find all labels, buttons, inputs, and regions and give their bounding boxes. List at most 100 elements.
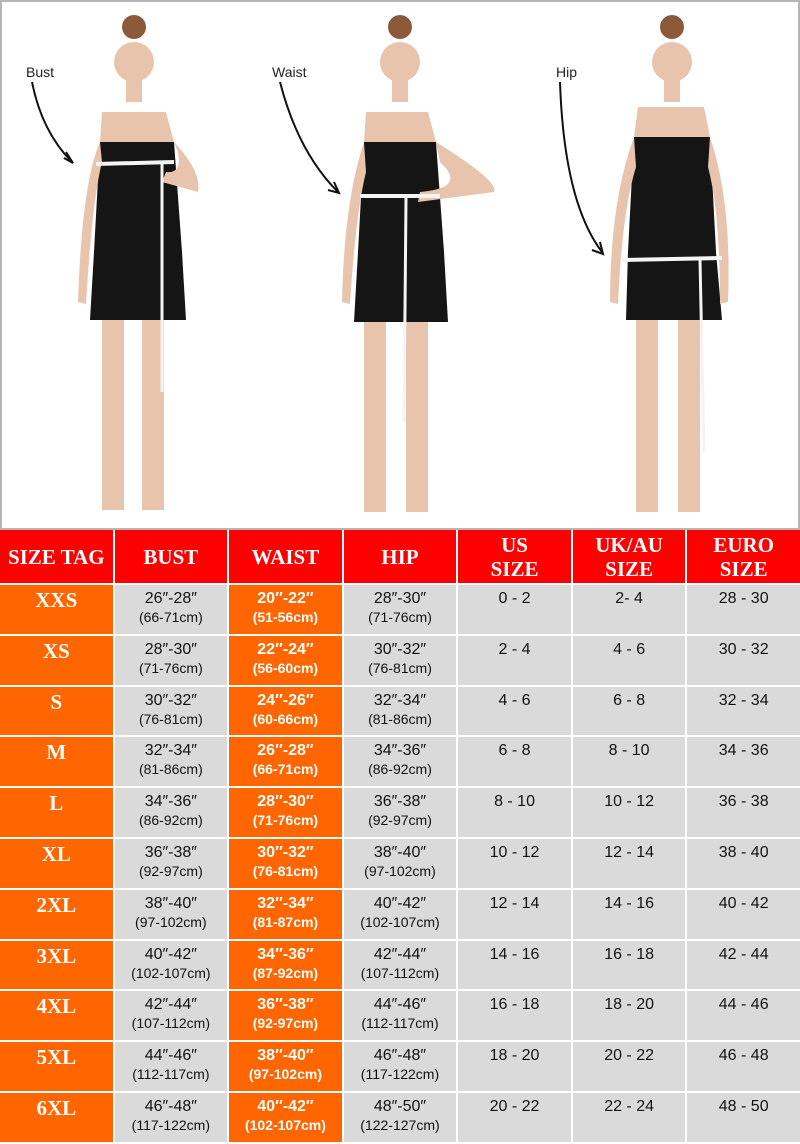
waist-cell: 22″-24″ (56-60cm)	[229, 635, 342, 687]
us-size-cell: 0 - 2	[458, 585, 571, 636]
bust-cell-cm: (81-86cm)	[138, 761, 203, 778]
waist-cell: 36″-38″ (92-97cm)	[229, 991, 342, 1043]
bust-cell-cm: (112-117cm)	[132, 1066, 210, 1083]
waist-cell-value: 28″-30″	[257, 793, 314, 811]
figure-waist: Waist	[268, 2, 534, 528]
hip-cell-cm: (76-81cm)	[368, 659, 432, 676]
us-size-cell-value: 14 - 16	[489, 945, 540, 963]
table-row: S 30″-32″ (76-81cm) 24″-26″ (60-66cm) 32″-34″…	[0, 686, 800, 738]
euro-size-cell: 32 - 34	[687, 686, 800, 738]
euro-size-cell-value: 38 - 40	[718, 843, 769, 861]
us-size-cell-value: 20 - 22	[489, 1097, 540, 1115]
waist-cell: 24″-26″ (60-66cm)	[229, 686, 342, 738]
us-size-cell: 4 - 6	[458, 686, 571, 738]
waist-cell-cm: (60-66cm)	[252, 710, 319, 727]
uk-size-cell: 12 - 14	[572, 838, 686, 890]
uk-size-cell: 4 - 6	[572, 635, 686, 687]
euro-size-cell-value: 40 - 42	[718, 894, 769, 912]
us-size-cell-value: 10 - 12	[489, 843, 540, 861]
waist-cell-value: 24″-26″	[257, 691, 314, 709]
size-tag-cell-value: 6XL	[36, 1095, 77, 1120]
size-tag-cell: 3XL	[0, 940, 113, 992]
size-tag-cell-value: 5XL	[36, 1045, 77, 1070]
us-size-cell: 10 - 12	[458, 838, 571, 890]
euro-size-cell: 44 - 46	[687, 991, 800, 1043]
hip-cell: 42″-44″ (107-112cm)	[343, 940, 457, 992]
size-tag-cell: M	[0, 737, 113, 789]
waist-cell-value: 20″-22″	[257, 590, 314, 607]
column-header-euro-size: EURO SIZE	[687, 530, 800, 585]
bust-cell: 32″-34″ (81-86cm)	[114, 737, 228, 789]
us-size-cell-value: 4 - 6	[498, 691, 531, 709]
table-row: L 34″-36″ (86-92cm) 28″-30″ (71-76cm) 36″-38″…	[0, 788, 800, 839]
size-tag-cell-value: XL	[41, 841, 71, 866]
column-header-hip: HIP	[343, 530, 457, 585]
model-bust-illustration	[31, 15, 199, 510]
table-row: 6XL 46″-48″ (117-122cm) 40″-42″ (102-107cm) 4…	[0, 1092, 800, 1144]
bust-cell-cm: (76-81cm)	[138, 710, 203, 727]
table-row: 3XL 40″-42″ (102-107cm) 34″-36″ (87-92cm) 42″…	[0, 940, 800, 992]
figure-hip: Hip	[534, 2, 800, 528]
bust-cell-cm: (117-122cm)	[131, 1116, 210, 1133]
hip-cell: 32″-34″ (81-86cm)	[343, 686, 457, 738]
waist-cell: 40″-42″ (102-107cm)	[229, 1092, 342, 1144]
bust-cell: 30″-32″ (76-81cm)	[114, 686, 228, 738]
waist-cell-value: 30″-32″	[257, 843, 314, 861]
uk-size-cell: 6 - 8	[572, 686, 686, 738]
uk-size-cell: 14 - 16	[572, 889, 686, 941]
euro-size-cell: 34 - 36	[687, 737, 800, 789]
hip-cell-cm: (102-107cm)	[360, 913, 440, 930]
us-size-cell-value: 2 - 4	[498, 640, 531, 658]
bust-cell: 36″-38″ (92-97cm)	[114, 838, 228, 890]
waist-cell: 38″-40″ (97-102cm)	[229, 1042, 342, 1093]
euro-size-cell-value: 42 - 44	[718, 945, 769, 963]
column-header-bust: BUST	[114, 530, 228, 585]
euro-size-cell: 30 - 32	[687, 635, 800, 687]
hip-cell: 40″-42″ (102-107cm)	[343, 889, 457, 941]
waist-cell-value: 22″-24″	[257, 640, 314, 658]
waist-cell-value: 26″-28″	[257, 742, 314, 760]
bust-cell-value: 38″-40″	[144, 894, 197, 912]
euro-size-cell: 36 - 38	[687, 788, 800, 839]
euro-size-cell: 42 - 44	[687, 940, 800, 992]
hip-cell-value: 28″-30″	[373, 590, 427, 607]
hip-cell-value: 48″-50″	[373, 1097, 427, 1115]
euro-size-cell-value: 28 - 30	[718, 590, 769, 607]
hip-cell: 36″-38″ (92-97cm)	[343, 788, 457, 839]
us-size-cell: 6 - 8	[458, 737, 571, 789]
table-row: 2XL 38″-40″ (97-102cm) 32″-34″ (81-87cm) 40″-…	[0, 889, 800, 941]
bust-cell: 28″-30″ (71-76cm)	[114, 635, 228, 687]
us-size-cell-value: 0 - 2	[498, 590, 531, 607]
hip-cell: 48″-50″ (122-127cm)	[343, 1092, 457, 1144]
uk-size-cell-value: 10 - 12	[604, 793, 654, 811]
table-row: XXS 26″-28″ (66-71cm) 20″-22″ (51-56cm) 28″-3…	[0, 585, 800, 636]
hip-cell: 34″-36″ (86-92cm)	[343, 737, 457, 789]
size-tag-cell-value: 3XL	[36, 943, 77, 968]
hip-cell-cm: (117-122cm)	[360, 1066, 440, 1083]
size-tag-cell-value: 2XL	[36, 892, 77, 917]
bust-cell-value: 40″-42″	[144, 945, 197, 963]
euro-size-cell-value: 30 - 32	[718, 640, 769, 658]
bust-cell: 38″-40″ (97-102cm)	[114, 889, 228, 941]
euro-size-cell-value: 36 - 38	[718, 793, 769, 811]
uk-size-cell: 18 - 20	[572, 991, 686, 1043]
bust-cell-cm: (102-107cm)	[131, 964, 211, 981]
bust-cell: 42″-44″ (107-112cm)	[114, 991, 228, 1043]
measurement-photo: Bust Waist Hip	[0, 0, 800, 530]
hip-cell: 28″-30″ (71-76cm)	[343, 585, 457, 636]
euro-size-cell-value: 32 - 34	[718, 691, 769, 709]
model-waist-illustration	[279, 15, 495, 512]
hip-cell: 38″-40″ (97-102cm)	[343, 838, 457, 890]
table-row: XS 28″-30″ (71-76cm) 22″-24″ (56-60cm) 30″-32…	[0, 635, 800, 687]
uk-size-cell-value: 12 - 14	[604, 843, 654, 861]
waist-cell-value: 36″-38″	[257, 996, 314, 1014]
euro-size-cell-value: 34 - 36	[718, 742, 769, 760]
waist-cell-cm: (81-87cm)	[252, 913, 319, 930]
waist-cell: 20″-22″ (51-56cm)	[229, 585, 342, 636]
size-tag-cell-value: L	[49, 791, 64, 816]
euro-size-cell: 38 - 40	[687, 838, 800, 890]
size-tag-cell: L	[0, 788, 113, 839]
waist-cell-cm: (51-56cm)	[252, 609, 319, 625]
waist-label: Waist	[272, 64, 307, 80]
bust-cell-cm: (92-97cm)	[138, 862, 203, 879]
